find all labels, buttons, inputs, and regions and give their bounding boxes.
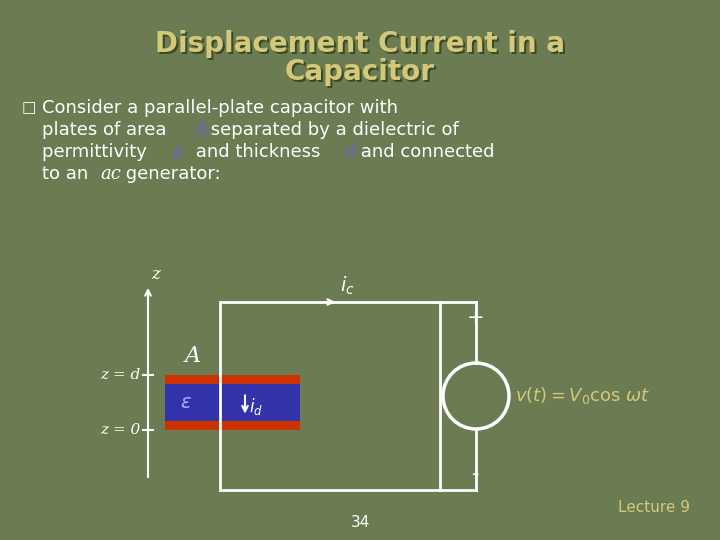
- Text: 34: 34: [351, 515, 369, 530]
- Text: separated by a dielectric of: separated by a dielectric of: [205, 121, 459, 139]
- Text: generator:: generator:: [120, 165, 220, 183]
- Text: Displacement Current in a: Displacement Current in a: [157, 32, 567, 60]
- Text: z = d: z = d: [100, 368, 140, 382]
- Text: and thickness: and thickness: [190, 143, 326, 161]
- Text: A: A: [194, 121, 207, 139]
- Bar: [165, 384, 300, 421]
- Text: to an: to an: [42, 165, 94, 183]
- Text: Lecture 9: Lecture 9: [618, 500, 690, 515]
- Bar: [220, 302, 440, 490]
- Bar: [165, 375, 300, 384]
- Text: d: d: [345, 143, 356, 161]
- Text: z = 0: z = 0: [100, 423, 140, 437]
- Text: $v(t) = V_0\cos\,\omega t$: $v(t) = V_0\cos\,\omega t$: [515, 386, 650, 407]
- Text: permittivity: permittivity: [42, 143, 153, 161]
- Text: $i_d$: $i_d$: [249, 396, 263, 417]
- Text: Consider a parallel-plate capacitor with: Consider a parallel-plate capacitor with: [42, 99, 398, 117]
- Text: and connected: and connected: [355, 143, 495, 161]
- Text: Capacitor: Capacitor: [285, 58, 435, 86]
- Text: plates of area: plates of area: [42, 121, 172, 139]
- Text: $\varepsilon$: $\varepsilon$: [172, 143, 184, 162]
- Text: Capacitor: Capacitor: [287, 60, 437, 88]
- Text: $i_c$: $i_c$: [340, 275, 355, 297]
- Text: z: z: [151, 266, 160, 283]
- Text: A: A: [185, 345, 201, 367]
- Text: Displacement Current in a: Displacement Current in a: [155, 30, 565, 58]
- Text: +: +: [467, 308, 485, 328]
- Text: □: □: [22, 100, 37, 115]
- Text: $\varepsilon$: $\varepsilon$: [180, 393, 192, 412]
- Text: -: -: [472, 464, 480, 484]
- Text: ac: ac: [100, 165, 121, 183]
- Bar: [165, 421, 300, 430]
